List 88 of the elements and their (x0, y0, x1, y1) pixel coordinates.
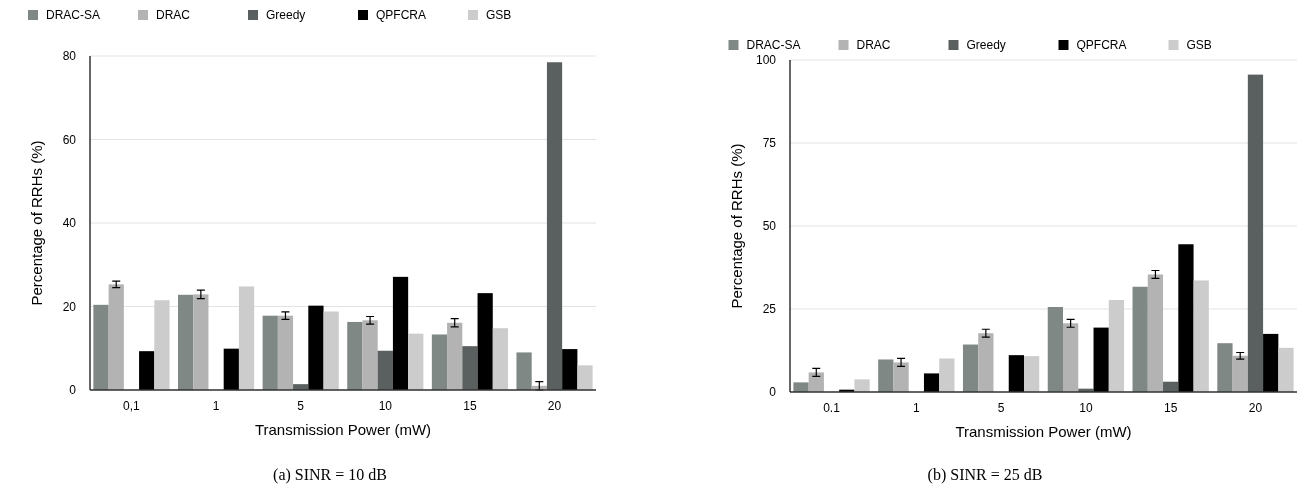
bar (223, 348, 239, 390)
bar (492, 328, 508, 390)
bar (1232, 355, 1248, 392)
legend-label: GSB (1186, 38, 1212, 53)
bar (1047, 307, 1063, 392)
y-tick-label: 100 (755, 53, 777, 68)
y-tick-label: 0 (769, 385, 777, 400)
y-tick-label: 80 (62, 49, 77, 64)
x-axis-title: Transmission Power (mW) (254, 421, 432, 438)
bar (1278, 347, 1294, 392)
bar (408, 333, 424, 390)
bar (277, 315, 294, 390)
legend-label: DRAC (156, 8, 191, 23)
bar (193, 294, 209, 390)
bar (431, 334, 448, 390)
legend-label: DRAC (856, 38, 891, 53)
bar (546, 62, 563, 390)
bar (962, 344, 979, 392)
x-tick-label: 20 (1248, 401, 1263, 415)
bar (392, 276, 409, 390)
x-tick-label: 0,1 (123, 399, 141, 413)
bar (1147, 274, 1164, 392)
y-axis-title: Percentage of RRHs (%) (728, 143, 745, 309)
text: (b) SINR = 25 dB (927, 466, 1043, 484)
x-tick-label: 10 (378, 399, 393, 413)
bar (178, 294, 194, 390)
legend-label: DRAC-SA (46, 8, 101, 23)
bar (362, 320, 378, 390)
bar (854, 379, 870, 392)
legend-label: Greedy (266, 8, 306, 23)
y-tick-label: 25 (762, 302, 777, 317)
bar (308, 305, 324, 390)
bar (1132, 286, 1148, 392)
y-tick-label: 60 (62, 132, 77, 147)
bar (1263, 333, 1279, 392)
legend-label: Greedy (966, 38, 1006, 53)
bar (923, 373, 940, 392)
bar (577, 365, 593, 390)
y-tick-label: 75 (762, 136, 777, 151)
bar (978, 333, 994, 392)
bar (793, 382, 809, 392)
legend-label: GSB (486, 8, 512, 23)
bar (1247, 74, 1264, 392)
bar (1108, 300, 1125, 392)
bar (462, 346, 478, 390)
bar (262, 315, 278, 390)
bar (447, 322, 463, 390)
text: (a) SINR = 10 dB (273, 466, 387, 484)
y-tick-label: 50 (762, 219, 777, 234)
x-tick-label: 20 (547, 399, 562, 413)
bar (1024, 356, 1040, 392)
x-axis-title: Transmission Power (mW) (955, 423, 1132, 440)
x-tick-label: 5 (297, 399, 305, 413)
bar (1217, 343, 1233, 392)
bar (238, 286, 255, 390)
y-axis-title: Percentage of RRHs (%) (28, 140, 45, 306)
bar (347, 321, 363, 390)
y-tick-label: 20 (62, 299, 77, 314)
x-tick-label: 1 (912, 401, 920, 415)
bar (878, 359, 894, 392)
bar (893, 362, 909, 392)
bar (516, 352, 532, 390)
bar (1008, 355, 1024, 392)
bar (477, 293, 493, 390)
legend-label: QPFCRA (376, 8, 427, 23)
bar (1093, 327, 1109, 392)
bar (939, 358, 955, 392)
bar (1178, 244, 1194, 392)
bar (808, 372, 824, 392)
y-tick-label: 0 (69, 383, 77, 398)
x-tick-label: 5 (997, 401, 1005, 415)
y-tick-label: 40 (62, 216, 77, 231)
x-tick-label: 15 (463, 399, 477, 413)
x-tick-label: 15 (1163, 401, 1178, 415)
bar (154, 300, 170, 390)
x-tick-label: 1 (212, 399, 220, 413)
legend-label: DRAC-SA (746, 38, 801, 53)
x-tick-label: 10 (1079, 401, 1093, 415)
legend-label: QPFCRA (1076, 38, 1127, 53)
bar (1063, 323, 1079, 392)
bar (562, 349, 578, 390)
bar (139, 351, 155, 390)
bar (323, 311, 339, 390)
x-tick-label: 0.1 (823, 401, 841, 415)
bar (1193, 280, 1209, 392)
bar (108, 284, 124, 390)
bar (377, 350, 393, 390)
bar (93, 304, 109, 390)
